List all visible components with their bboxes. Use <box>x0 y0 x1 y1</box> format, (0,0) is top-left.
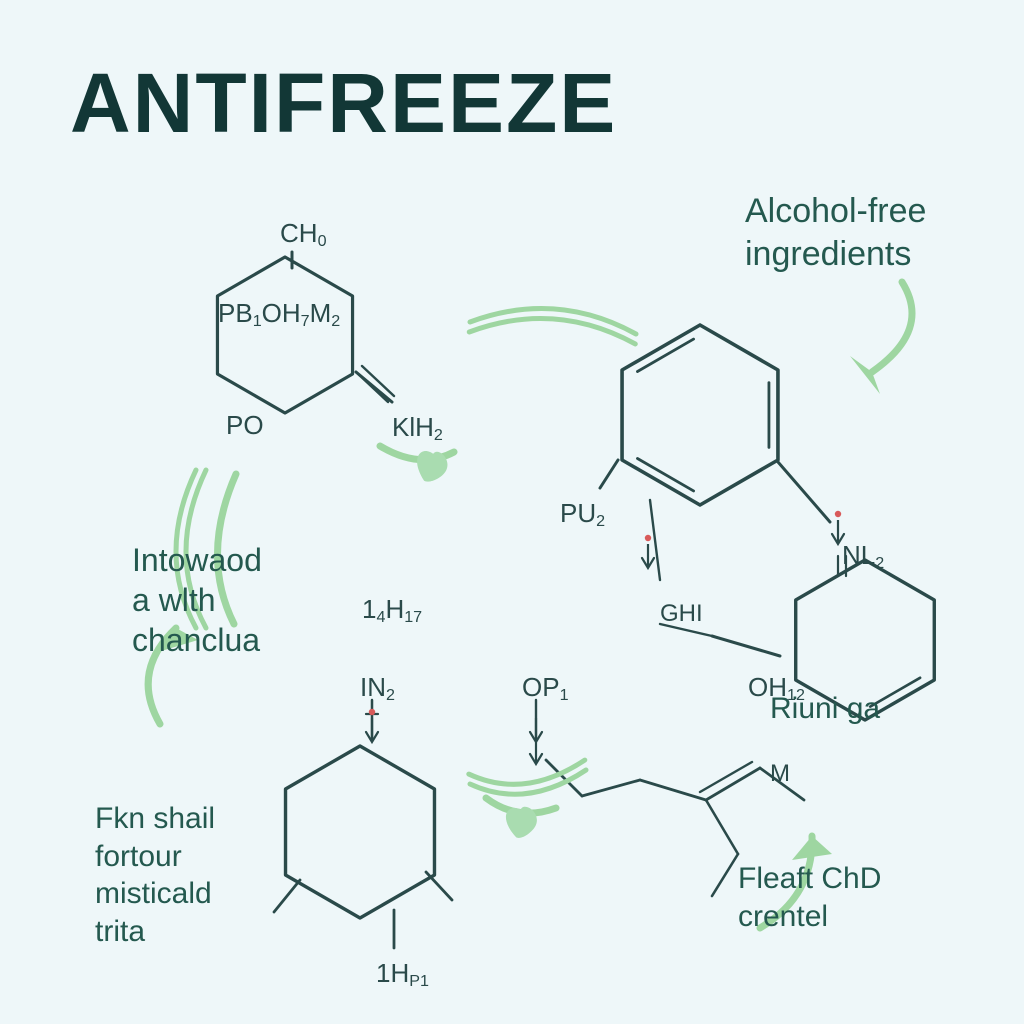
bond-line-17 <box>700 762 752 792</box>
bond-line-15 <box>640 780 706 800</box>
chem-label-nl2: NL2 <box>842 540 884 573</box>
chem-label-klh2: KlH2 <box>392 412 443 445</box>
chem-label-pu2: PU2 <box>560 498 605 531</box>
arrow-tl-heart <box>380 446 454 460</box>
hexagon-hex-tl <box>217 257 352 413</box>
chem-label-in2: IN2 <box>360 672 395 705</box>
annotation-br: Fleaft ChDcrentel <box>738 860 881 935</box>
bond-line-20 <box>712 854 738 896</box>
bond-line-1 <box>356 372 392 402</box>
leaf-icon <box>502 803 540 842</box>
chem-label-oh12: OH12 <box>748 672 805 705</box>
arrow-mid-heart <box>486 798 556 813</box>
arrow-tr-down <box>872 282 912 372</box>
chem-label-1hp1: 1HP1 <box>376 958 429 991</box>
bond-line-7 <box>712 636 780 656</box>
annotation-tr: Alcohol-freeingredients <box>745 190 926 275</box>
leaf-icon <box>410 445 452 487</box>
page-title: ANTIFREEZE <box>70 55 617 152</box>
arrow-ring-right <box>470 770 586 794</box>
bond-line-19 <box>706 800 738 854</box>
hexagon-hex-tr <box>622 325 778 505</box>
annotation-ml: Intowaoda wlthchanclua <box>132 540 262 660</box>
chem-label-ghi: GHI <box>660 600 703 628</box>
bond-line-22 <box>426 872 452 900</box>
bond-line-2 <box>356 366 394 402</box>
bond-line-13 <box>546 760 582 796</box>
chem-label-op1: OP1 <box>522 672 569 705</box>
infographic-canvas: ANTIFREEZE Alcohol-freeingredients Intowa… <box>0 0 1024 1024</box>
chem-label-po: PO <box>226 410 264 441</box>
chem-label-m: M <box>770 760 790 788</box>
leaf-icon <box>411 446 451 487</box>
chem-label-pbohm: PB1OH7M2 <box>218 298 340 331</box>
bond-line-3 <box>600 460 618 488</box>
arrow-ring-top <box>470 309 636 334</box>
annotation-bl: Fkn shailfortourmisticaldtrita <box>95 800 215 950</box>
bond-line-21 <box>274 880 300 912</box>
bond-line-16 <box>706 768 760 800</box>
leaf-icon <box>503 804 539 841</box>
chem-label-14h17: 14H17 <box>362 594 422 627</box>
bond-line-5 <box>650 500 660 580</box>
bond-line-4 <box>778 462 830 522</box>
bond-line-14 <box>582 780 640 796</box>
hexagon-hex-bl <box>286 746 435 918</box>
bond-line-11 <box>366 700 378 740</box>
chem-label-ch0: CH0 <box>280 218 327 251</box>
